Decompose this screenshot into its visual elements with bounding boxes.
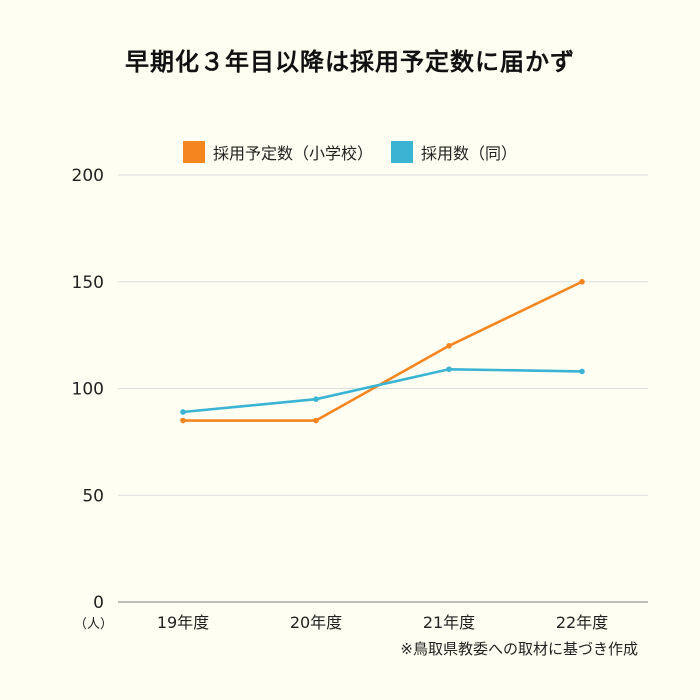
data-point-actual	[180, 409, 186, 415]
x-tick-label: 21年度	[423, 613, 475, 632]
chart-title: 早期化３年目以降は採用予定数に届かず	[125, 48, 575, 76]
data-point-actual	[313, 396, 319, 402]
legend-swatch-planned	[182, 141, 205, 163]
series-line-planned	[181, 280, 584, 422]
x-tick-label: 20年度	[290, 613, 342, 632]
y-tick-label: 100	[72, 380, 104, 400]
source-note: ※鳥取県教委への取材に基づき作成	[400, 640, 638, 658]
legend-item-planned: 採用予定数（小学校）	[182, 140, 373, 164]
legend-label-actual: 採用数（同）	[421, 144, 518, 163]
y-axis-unit-label: （人）	[74, 617, 114, 632]
y-tick-label: 0	[93, 593, 104, 613]
x-tick-label: 22年度	[556, 613, 608, 632]
data-point-planned	[313, 417, 319, 424]
data-point-planned	[180, 417, 186, 424]
chart-legend: 採用予定数（小学校） 採用数（同）	[0, 140, 700, 164]
x-tick-label: 19年度	[157, 613, 209, 632]
data-point-actual	[446, 366, 452, 373]
series-line-actual	[181, 367, 584, 414]
y-tick-label: 150	[72, 273, 104, 293]
data-point-planned	[446, 343, 452, 349]
legend-swatch-actual	[391, 141, 413, 163]
data-point-planned	[579, 278, 585, 285]
data-point-actual	[579, 368, 585, 375]
legend-item-actual: 採用数（同）	[391, 140, 517, 164]
y-tick-label: 200	[72, 166, 104, 186]
legend-label-planned: 採用予定数（小学校）	[212, 144, 373, 163]
y-tick-label: 50	[82, 486, 104, 506]
